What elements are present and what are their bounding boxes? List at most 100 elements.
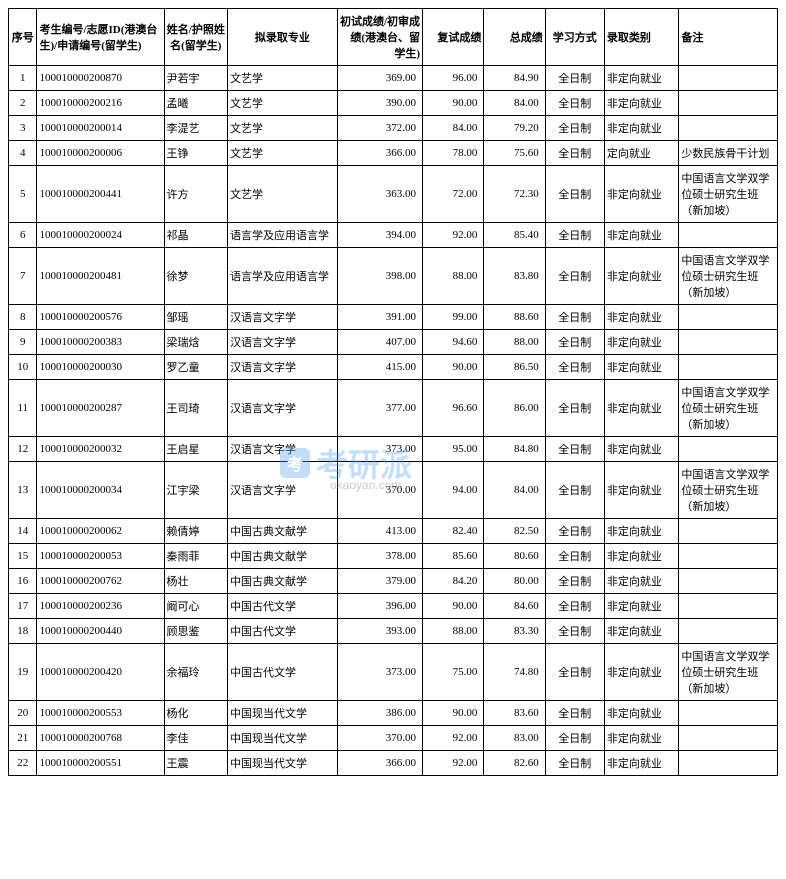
cell-s1: 394.00 <box>337 223 422 248</box>
cell-s2: 90.00 <box>423 355 484 380</box>
cell-s3: 85.40 <box>484 223 545 248</box>
col-score1: 初试成绩/初审成绩(港澳台、留学生) <box>337 9 422 66</box>
cell-id: 100010000200032 <box>37 437 164 462</box>
table-row: 21100010000200768李佳中国现当代文学370.0092.0083.… <box>9 726 778 751</box>
cell-name: 邹瑶 <box>164 305 228 330</box>
cell-s1: 393.00 <box>337 619 422 644</box>
cell-s3: 74.80 <box>484 644 545 701</box>
cell-major: 中国古代文学 <box>228 594 338 619</box>
table-body: 1100010000200870尹若宇文艺学369.0096.0084.90全日… <box>9 66 778 776</box>
cell-s1: 370.00 <box>337 726 422 751</box>
cell-id: 100010000200440 <box>37 619 164 644</box>
cell-s3: 80.60 <box>484 544 545 569</box>
cell-name: 杨壮 <box>164 569 228 594</box>
cell-seq: 17 <box>9 594 37 619</box>
cell-seq: 1 <box>9 66 37 91</box>
table-row: 14100010000200062赖倩婷中国古典文献学413.0082.4082… <box>9 519 778 544</box>
table-row: 16100010000200762杨壮中国古典文献学379.0084.2080.… <box>9 569 778 594</box>
cell-mode: 全日制 <box>545 544 604 569</box>
cell-seq: 19 <box>9 644 37 701</box>
cell-seq: 7 <box>9 248 37 305</box>
cell-s1: 366.00 <box>337 751 422 776</box>
cell-seq: 5 <box>9 166 37 223</box>
cell-name: 徐梦 <box>164 248 228 305</box>
cell-s1: 391.00 <box>337 305 422 330</box>
cell-type: 非定向就业 <box>604 330 678 355</box>
cell-id: 100010000200762 <box>37 569 164 594</box>
cell-s2: 84.20 <box>423 569 484 594</box>
cell-remark <box>679 594 778 619</box>
cell-remark <box>679 544 778 569</box>
table-row: 3100010000200014李湜艺文艺学372.0084.0079.20全日… <box>9 116 778 141</box>
cell-name: 李湜艺 <box>164 116 228 141</box>
cell-s3: 88.60 <box>484 305 545 330</box>
cell-seq: 14 <box>9 519 37 544</box>
admission-table: 序号 考生编号/志愿ID(港澳台生)/申请编号(留学生) 姓名/护照姓名(留学生… <box>8 8 778 776</box>
cell-major: 文艺学 <box>228 91 338 116</box>
cell-s1: 377.00 <box>337 380 422 437</box>
cell-seq: 10 <box>9 355 37 380</box>
cell-id: 100010000200034 <box>37 462 164 519</box>
col-score2: 复试成绩 <box>423 9 484 66</box>
table-row: 4100010000200006王铮文艺学366.0078.0075.60全日制… <box>9 141 778 166</box>
cell-remark: 中国语言文学双学位硕士研究生班（新加坡） <box>679 248 778 305</box>
cell-mode: 全日制 <box>545 141 604 166</box>
cell-id: 100010000200030 <box>37 355 164 380</box>
cell-s2: 88.00 <box>423 248 484 305</box>
cell-id: 100010000200236 <box>37 594 164 619</box>
cell-seq: 6 <box>9 223 37 248</box>
cell-remark <box>679 305 778 330</box>
col-score3: 总成绩 <box>484 9 545 66</box>
cell-s2: 94.60 <box>423 330 484 355</box>
cell-mode: 全日制 <box>545 569 604 594</box>
cell-mode: 全日制 <box>545 166 604 223</box>
cell-mode: 全日制 <box>545 380 604 437</box>
table-row: 2100010000200216孟曦文艺学390.0090.0084.00全日制… <box>9 91 778 116</box>
cell-remark <box>679 519 778 544</box>
cell-seq: 21 <box>9 726 37 751</box>
cell-major: 中国现当代文学 <box>228 726 338 751</box>
cell-name: 孟曦 <box>164 91 228 116</box>
cell-mode: 全日制 <box>545 91 604 116</box>
cell-s2: 75.00 <box>423 644 484 701</box>
cell-type: 非定向就业 <box>604 726 678 751</box>
cell-seq: 8 <box>9 305 37 330</box>
cell-major: 中国古典文献学 <box>228 569 338 594</box>
cell-s2: 94.00 <box>423 462 484 519</box>
table-row: 11100010000200287王司琦汉语言文字学377.0096.6086.… <box>9 380 778 437</box>
cell-name: 阚可心 <box>164 594 228 619</box>
cell-type: 非定向就业 <box>604 519 678 544</box>
cell-s2: 90.00 <box>423 594 484 619</box>
cell-major: 中国现当代文学 <box>228 701 338 726</box>
cell-major: 中国古典文献学 <box>228 544 338 569</box>
cell-s2: 88.00 <box>423 619 484 644</box>
cell-s2: 82.40 <box>423 519 484 544</box>
cell-seq: 22 <box>9 751 37 776</box>
cell-remark <box>679 701 778 726</box>
cell-remark <box>679 223 778 248</box>
table-row: 17100010000200236阚可心中国古代文学396.0090.0084.… <box>9 594 778 619</box>
cell-name: 李佳 <box>164 726 228 751</box>
cell-s3: 82.50 <box>484 519 545 544</box>
cell-type: 非定向就业 <box>604 437 678 462</box>
cell-name: 王铮 <box>164 141 228 166</box>
cell-s1: 390.00 <box>337 91 422 116</box>
cell-type: 非定向就业 <box>604 594 678 619</box>
cell-major: 文艺学 <box>228 116 338 141</box>
cell-major: 文艺学 <box>228 166 338 223</box>
cell-major: 汉语言文字学 <box>228 462 338 519</box>
cell-type: 非定向就业 <box>604 544 678 569</box>
cell-mode: 全日制 <box>545 437 604 462</box>
cell-name: 王启星 <box>164 437 228 462</box>
table-row: 13100010000200034江宇梁汉语言文字学370.0094.0084.… <box>9 462 778 519</box>
cell-remark: 中国语言文学双学位硕士研究生班（新加坡） <box>679 166 778 223</box>
cell-id: 100010000200024 <box>37 223 164 248</box>
cell-s2: 78.00 <box>423 141 484 166</box>
cell-s1: 386.00 <box>337 701 422 726</box>
cell-s3: 88.00 <box>484 330 545 355</box>
cell-s1: 373.00 <box>337 437 422 462</box>
cell-type: 定向就业 <box>604 141 678 166</box>
cell-s2: 85.60 <box>423 544 484 569</box>
cell-s1: 407.00 <box>337 330 422 355</box>
table-row: 22100010000200551王震中国现当代文学366.0092.0082.… <box>9 751 778 776</box>
